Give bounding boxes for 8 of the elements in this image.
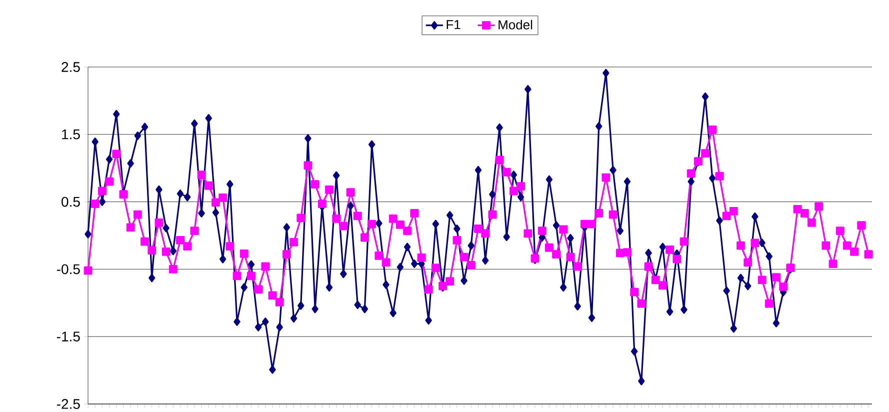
y-tick-label: -0.5 — [56, 264, 80, 274]
legend-label: Model — [498, 20, 532, 30]
legend-label: F1 — [446, 20, 460, 30]
y-tick-label: 1.5 — [62, 130, 80, 140]
y-tick-label: 0.5 — [62, 196, 80, 207]
y-tick-label: -1.5 — [56, 332, 80, 342]
y-tick-label: 2.5 — [62, 62, 80, 72]
y-tick-label: -2.5 — [56, 399, 80, 409]
